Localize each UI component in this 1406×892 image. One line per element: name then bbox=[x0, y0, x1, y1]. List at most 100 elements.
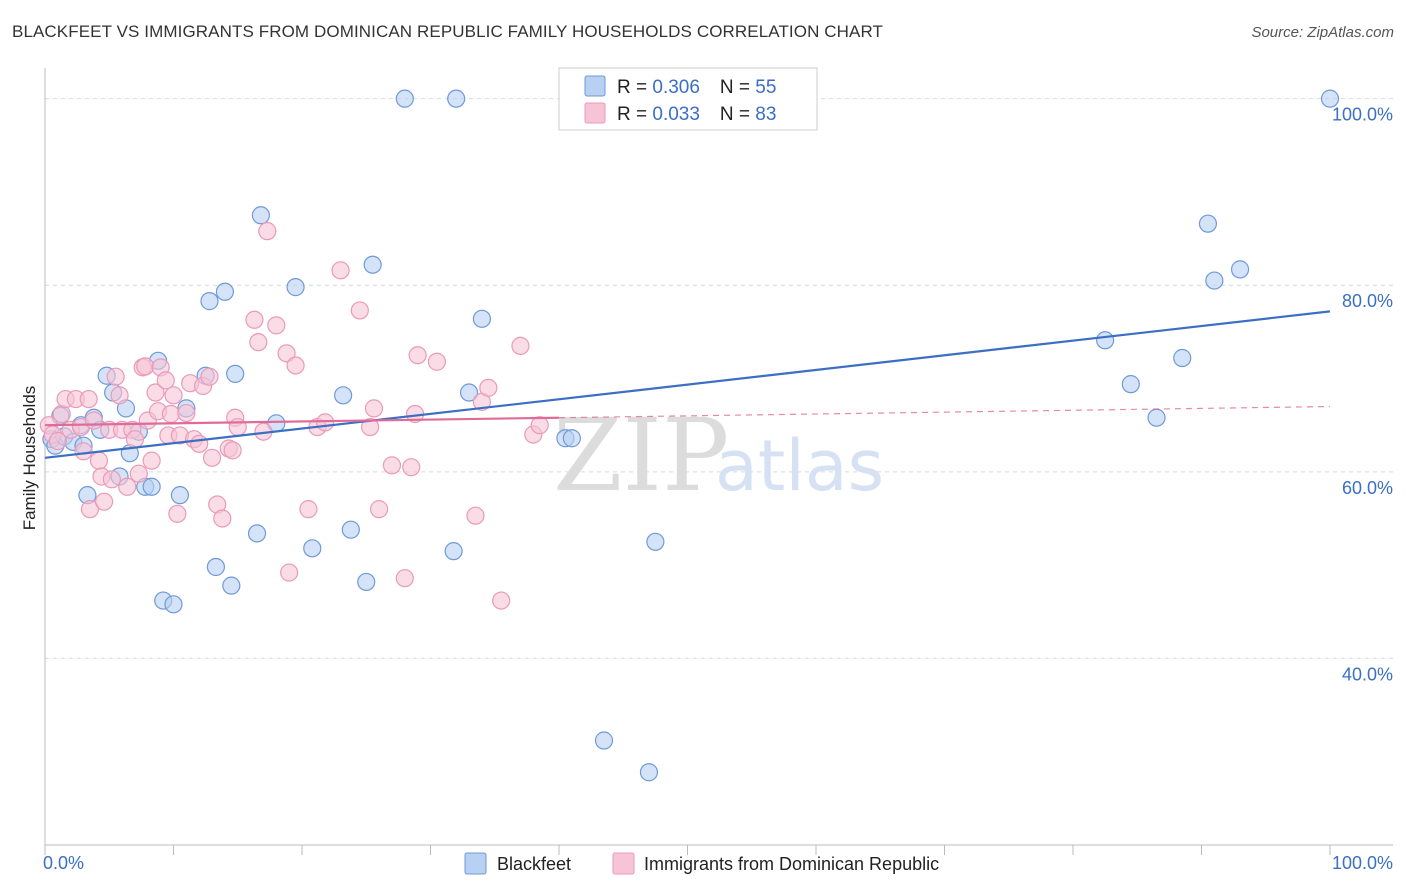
point-dominican-54 bbox=[267, 316, 286, 335]
point-dominican-20 bbox=[118, 477, 137, 496]
point-dominican-50 bbox=[245, 310, 264, 329]
legend-label-blackfeet: Blackfeet bbox=[497, 854, 571, 874]
data-points bbox=[39, 89, 1340, 782]
point-dominican-8 bbox=[74, 442, 93, 461]
point-dominican-55 bbox=[277, 344, 296, 363]
point-dominican-75 bbox=[492, 591, 511, 610]
point-dominican-70 bbox=[408, 346, 427, 365]
point-dominican-27 bbox=[142, 451, 161, 470]
point-dominican-61 bbox=[331, 261, 350, 280]
point-dominican-74 bbox=[479, 378, 498, 397]
point-dominican-18 bbox=[110, 386, 129, 405]
x-tick-label-right: 100.0% bbox=[1332, 853, 1393, 873]
trend-line-extension-dominican bbox=[558, 405, 1331, 419]
point-dominican-34 bbox=[164, 386, 183, 405]
point-blackfeet-21 bbox=[170, 486, 190, 505]
point-blackfeet-50 bbox=[1147, 408, 1166, 427]
trend-lines bbox=[44, 310, 1331, 459]
legend-swatch-dominican bbox=[612, 852, 635, 875]
point-blackfeet-40 bbox=[447, 89, 466, 108]
point-dominican-63 bbox=[361, 417, 380, 437]
point-blackfeet-32 bbox=[286, 278, 305, 297]
point-blackfeet-44 bbox=[562, 429, 581, 448]
point-blackfeet-41 bbox=[459, 383, 479, 402]
y-tick-label-1: 80.0% bbox=[1342, 291, 1393, 311]
point-dominican-62 bbox=[350, 301, 369, 320]
chart-title: BLACKFEET VS IMMIGRANTS FROM DOMINICAN R… bbox=[12, 22, 884, 41]
point-blackfeet-51 bbox=[1173, 348, 1192, 368]
point-blackfeet-55 bbox=[1320, 89, 1340, 108]
point-dominican-17 bbox=[106, 367, 125, 386]
point-dominican-78 bbox=[530, 416, 549, 435]
point-blackfeet-38 bbox=[395, 89, 414, 108]
point-dominican-10 bbox=[80, 500, 100, 519]
point-dominican-11 bbox=[84, 411, 103, 430]
point-dominican-47 bbox=[223, 441, 242, 460]
point-blackfeet-33 bbox=[303, 539, 322, 558]
point-blackfeet-53 bbox=[1205, 271, 1224, 290]
point-dominican-9 bbox=[79, 389, 98, 409]
point-dominican-56 bbox=[280, 563, 299, 582]
point-blackfeet-45 bbox=[594, 731, 614, 750]
point-blackfeet-52 bbox=[1198, 214, 1218, 233]
point-dominican-43 bbox=[202, 448, 222, 467]
point-blackfeet-48 bbox=[1096, 331, 1115, 350]
stats-row-dominican: R = 0.033 N = 83 bbox=[617, 104, 776, 125]
point-dominican-53 bbox=[258, 222, 277, 241]
stats-legend: R = 0.306 N = 55 R = 0.033 N = 83 bbox=[558, 67, 818, 131]
point-blackfeet-24 bbox=[200, 292, 219, 311]
x-tick-label-left: 0.0% bbox=[43, 853, 84, 873]
trend-line-blackfeet bbox=[44, 310, 1331, 459]
watermark-zip: ZIP bbox=[553, 397, 729, 514]
series-legend: Blackfeet Immigrants from Dominican Repu… bbox=[464, 852, 939, 875]
point-dominican-64 bbox=[364, 399, 384, 418]
point-dominican-23 bbox=[129, 464, 148, 483]
point-dominican-3 bbox=[52, 404, 71, 424]
point-blackfeet-28 bbox=[226, 364, 245, 383]
y-tick-labels: 100.0% 80.0% 60.0% 40.0% bbox=[1332, 105, 1393, 685]
point-blackfeet-54 bbox=[1230, 260, 1250, 279]
y-tick-label-3: 40.0% bbox=[1342, 664, 1393, 684]
point-dominican-42 bbox=[200, 367, 219, 386]
point-dominican-57 bbox=[286, 356, 305, 375]
stats-legend-swatch-blue bbox=[584, 75, 606, 97]
stats-legend-swatch-pink bbox=[584, 102, 606, 124]
point-blackfeet-17 bbox=[142, 477, 161, 496]
stats-row-blackfeet: R = 0.306 N = 55 bbox=[617, 77, 776, 98]
point-dominican-45 bbox=[213, 509, 232, 528]
source-credit: Source: ZipAtlas.com bbox=[1251, 24, 1394, 41]
point-dominican-28 bbox=[146, 383, 165, 402]
watermark-atlas: atlas bbox=[715, 425, 884, 507]
trend-line-dominican bbox=[44, 416, 560, 427]
point-blackfeet-49 bbox=[1121, 375, 1140, 394]
point-blackfeet-37 bbox=[363, 255, 382, 274]
point-blackfeet-26 bbox=[215, 282, 234, 301]
point-dominican-22 bbox=[125, 430, 145, 449]
point-blackfeet-35 bbox=[341, 520, 360, 539]
point-blackfeet-27 bbox=[222, 576, 241, 595]
y-tick-label-0: 100.0% bbox=[1332, 105, 1393, 125]
point-blackfeet-25 bbox=[206, 557, 226, 577]
grid-lines bbox=[45, 98, 1393, 659]
point-dominican-12 bbox=[89, 451, 109, 470]
point-dominican-14 bbox=[95, 492, 114, 511]
point-blackfeet-30 bbox=[251, 206, 270, 225]
point-dominican-65 bbox=[370, 500, 389, 519]
legend-swatch-blackfeet bbox=[464, 852, 487, 875]
point-blackfeet-39 bbox=[444, 542, 463, 561]
point-dominican-51 bbox=[249, 333, 268, 352]
point-dominican-76 bbox=[511, 336, 530, 355]
point-blackfeet-46 bbox=[639, 763, 659, 782]
point-blackfeet-29 bbox=[247, 524, 267, 543]
point-dominican-67 bbox=[395, 569, 414, 588]
point-dominican-33 bbox=[161, 404, 181, 424]
point-dominican-66 bbox=[382, 456, 402, 475]
point-dominican-60 bbox=[316, 413, 335, 432]
point-dominican-25 bbox=[136, 357, 155, 376]
y-axis-label: Family Households bbox=[20, 386, 39, 531]
axes bbox=[44, 68, 1393, 855]
point-blackfeet-47 bbox=[646, 532, 665, 551]
point-dominican-58 bbox=[299, 500, 318, 519]
point-dominican-49 bbox=[228, 417, 247, 437]
